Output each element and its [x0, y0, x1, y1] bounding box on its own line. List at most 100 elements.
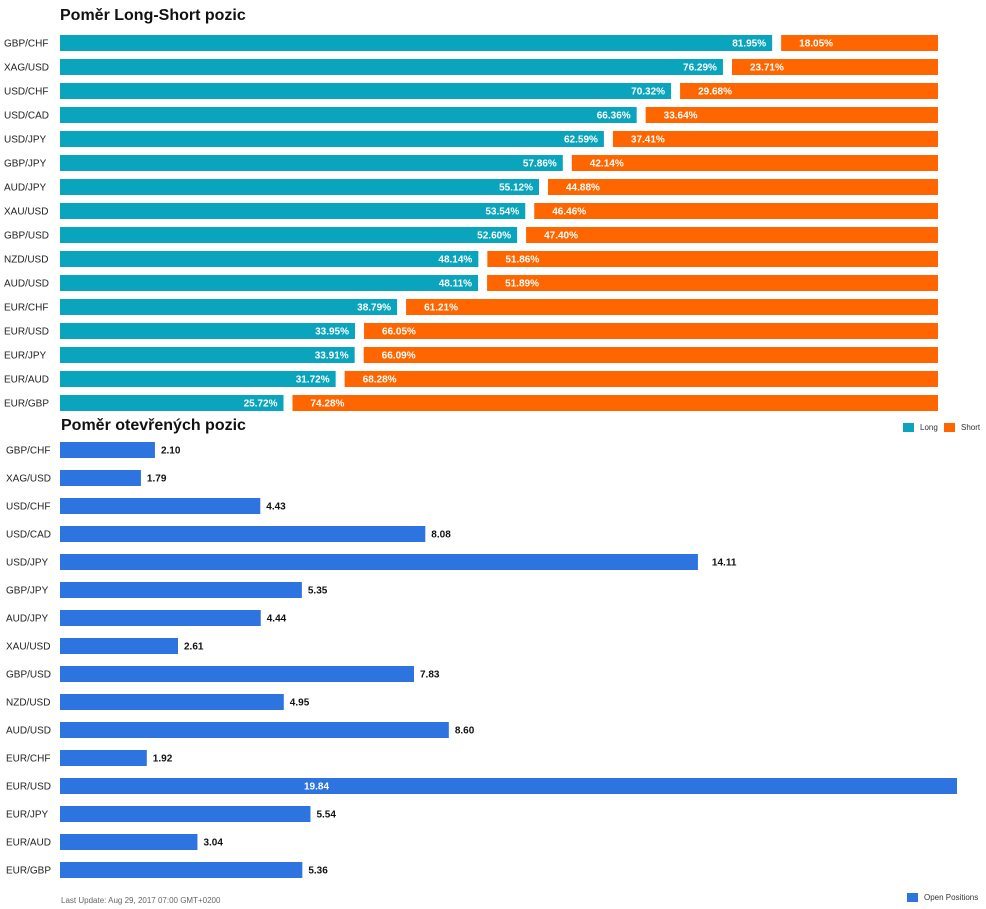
long-bar: [60, 347, 355, 363]
open-positions-value-label: 2.61: [184, 642, 204, 653]
long-bar: [60, 83, 672, 99]
short-value-label: 46.46%: [552, 207, 586, 218]
op-category-label: EUR/USD: [6, 782, 51, 793]
long-bar: [60, 59, 723, 75]
short-value-label: 68.28%: [363, 375, 397, 386]
legend-long-swatch: [903, 423, 914, 432]
op-category-label: NZD/USD: [6, 698, 50, 709]
long-bar: [60, 371, 336, 387]
long-bar: [60, 299, 398, 315]
short-value-label: 66.09%: [382, 351, 416, 362]
open-positions-bar: [60, 778, 957, 794]
long-bar: [60, 35, 773, 51]
long-value-label: 48.14%: [438, 255, 472, 266]
ls-category-label: XAG/USD: [4, 63, 49, 74]
op-category-label: EUR/AUD: [6, 838, 51, 849]
long-value-label: 62.59%: [564, 135, 598, 146]
op-category-label: GBP/USD: [6, 670, 51, 681]
long-value-label: 33.91%: [315, 351, 349, 362]
ls-category-label: GBP/CHF: [4, 39, 48, 50]
long-bar: [60, 275, 479, 291]
open-positions-value-label: 1.79: [147, 474, 167, 485]
short-bar: [364, 323, 938, 339]
open-positions-bar: [60, 862, 303, 878]
short-bar: [292, 395, 938, 411]
short-value-label: 18.05%: [799, 39, 833, 50]
long-value-label: 52.60%: [477, 231, 511, 242]
op-category-label: USD/CHF: [6, 502, 50, 513]
long-value-label: 31.72%: [296, 375, 330, 386]
op-category-label: USD/CAD: [6, 530, 51, 541]
ls-category-label: XAU/USD: [4, 207, 48, 218]
short-value-label: 42.14%: [590, 159, 624, 170]
ls-category-label: USD/CAD: [4, 111, 49, 122]
short-bar: [781, 35, 938, 51]
op-category-label: GBP/JPY: [6, 586, 49, 597]
short-bar: [487, 275, 938, 291]
ls-category-label: GBP/JPY: [4, 159, 47, 170]
op-category-label: EUR/CHF: [6, 754, 50, 765]
legend-open-label: Open Positions: [924, 893, 979, 902]
open-positions-value-label: 5.35: [308, 586, 328, 597]
legend-short-label: Short: [961, 423, 981, 432]
open-positions-bar: [60, 610, 261, 626]
open-positions-value-label: 5.36: [308, 866, 328, 877]
long-value-label: 48.11%: [439, 279, 472, 290]
long-bar: [60, 395, 284, 411]
op-category-label: AUD/USD: [6, 726, 51, 737]
long-value-label: 70.32%: [631, 87, 665, 98]
open-positions-value-label: 2.10: [161, 446, 181, 457]
open-positions-bar: [60, 806, 311, 822]
short-bar: [526, 227, 938, 243]
open-positions-bar: [60, 750, 147, 766]
long-value-label: 25.72%: [244, 399, 278, 410]
open-positions-value-label: 1.92: [153, 754, 173, 765]
short-value-label: 23.71%: [750, 63, 784, 74]
open-positions-title: Poměr otevřených pozic: [61, 417, 246, 434]
short-bar: [534, 203, 938, 219]
long-bar: [60, 323, 356, 339]
long-value-label: 76.29%: [683, 63, 717, 74]
long-bar: [60, 251, 479, 267]
legend-long-label: Long: [920, 423, 938, 432]
long-value-label: 38.79%: [357, 303, 391, 314]
short-value-label: 37.41%: [631, 135, 665, 146]
short-value-label: 44.88%: [566, 183, 600, 194]
short-value-label: 66.05%: [382, 327, 416, 338]
open-positions-value-label: 4.43: [266, 502, 286, 513]
open-positions-bar: [60, 666, 415, 682]
open-positions-bar: [60, 582, 302, 598]
short-bar: [344, 371, 938, 387]
ls-category-label: EUR/CHF: [4, 303, 48, 314]
legend-short-swatch: [944, 423, 955, 432]
long-value-label: 66.36%: [597, 111, 631, 122]
open-positions-value-label: 8.60: [455, 726, 475, 737]
legend-long: Long: [903, 423, 938, 432]
ls-category-label: AUD/USD: [4, 279, 49, 290]
open-positions-value-label: 5.54: [316, 810, 336, 821]
ls-category-label: GBP/USD: [4, 231, 49, 242]
long-bar: [60, 203, 526, 219]
ls-category-label: EUR/USD: [4, 327, 49, 338]
open-positions-value-label: 7.83: [420, 670, 440, 681]
open-positions-bar: [60, 722, 449, 738]
short-value-label: 47.40%: [544, 231, 578, 242]
short-bar: [731, 59, 938, 75]
short-bar: [571, 155, 938, 171]
last-update: Last Update: Aug 29, 2017 07:00 GMT+0200: [61, 896, 221, 905]
op-category-label: GBP/CHF: [6, 446, 50, 457]
long-value-label: 55.12%: [499, 183, 533, 194]
op-category-label: EUR/JPY: [6, 810, 49, 821]
short-value-label: 51.89%: [505, 279, 539, 290]
op-category-label: EUR/GBP: [6, 866, 51, 877]
open-positions-bar: [60, 498, 261, 514]
legend-open-swatch: [907, 893, 918, 902]
long-bar: [60, 131, 604, 147]
short-bar: [547, 179, 938, 195]
op-category-label: USD/JPY: [6, 558, 49, 569]
long-value-label: 33.95%: [315, 327, 349, 338]
long-bar: [60, 227, 518, 243]
short-value-label: 74.28%: [311, 399, 345, 410]
open-positions-bar: [60, 834, 198, 850]
